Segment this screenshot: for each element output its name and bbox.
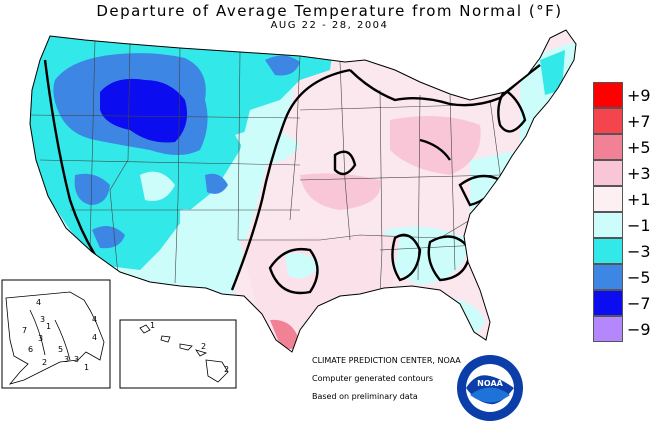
legend-swatch	[593, 160, 623, 186]
legend-row: −3	[593, 238, 659, 264]
credit-line2: Based on preliminary data	[312, 392, 418, 401]
legend-label: +7	[627, 112, 651, 131]
legend-label: −1	[627, 216, 651, 235]
legend-label: +5	[627, 138, 651, 157]
alaska-label: 4	[92, 315, 97, 324]
alaska-label: 3	[74, 355, 79, 364]
hawaii-inset-box	[119, 319, 237, 389]
legend-label: −7	[627, 294, 651, 313]
alaska-label: 3	[40, 315, 45, 324]
legend-swatch	[593, 316, 623, 342]
legend-swatch	[593, 108, 623, 134]
legend-label: −3	[627, 242, 651, 261]
us-outline	[29, 29, 577, 353]
legend-swatch	[593, 186, 623, 212]
hawaii-label: 2	[224, 365, 229, 374]
legend-row: −5	[593, 264, 659, 290]
alaska-contour	[29, 309, 71, 361]
alaska-label: 1	[46, 322, 51, 331]
alaska-labels: 4 4 3 1 7 3 6 5 3 2 3 1 4	[22, 298, 97, 372]
legend-swatch	[593, 134, 623, 160]
map-title: Departure of Average Temperature from No…	[96, 2, 563, 20]
hawaii-islands	[139, 324, 229, 383]
noaa-logo: NOAA	[457, 355, 523, 421]
credit-center: CLIMATE PREDICTION CENTER, NOAA	[312, 356, 461, 365]
alaska-outline	[5, 291, 105, 385]
legend-label: +9	[627, 86, 651, 105]
legend-swatch	[593, 82, 623, 108]
alaska-label: 1	[84, 363, 89, 372]
noaa-logo-text: NOAA	[477, 379, 503, 388]
alaska-label: 4	[92, 333, 97, 342]
legend-label: −9	[627, 320, 651, 339]
legend-row: +9	[593, 82, 659, 108]
legend-row: −1	[593, 212, 659, 238]
alaska-label: 2	[42, 358, 47, 367]
alaska-label: 3	[38, 334, 43, 343]
alaska-label: 3	[64, 355, 69, 364]
legend-row: −9	[593, 316, 659, 342]
legend-label: +1	[627, 190, 651, 209]
hawaii-label: 2	[201, 342, 206, 351]
state-borders	[30, 39, 506, 296]
legend-label: +3	[627, 164, 651, 183]
legend-row: +5	[593, 134, 659, 160]
legend-row: −7	[593, 290, 659, 316]
alaska-label: 5	[58, 345, 63, 354]
legend-swatch	[593, 212, 623, 238]
legend-label: −5	[627, 268, 651, 287]
alaska-label: 4	[36, 298, 41, 307]
alaska-label: 6	[28, 345, 33, 354]
legend-swatch	[593, 290, 623, 316]
legend-swatch	[593, 264, 623, 290]
legend-swatch	[593, 238, 623, 264]
legend-row: +7	[593, 108, 659, 134]
map-subtitle: AUG 22 - 28, 2004	[270, 20, 389, 31]
legend-row: +3	[593, 160, 659, 186]
alaska-label: 7	[22, 326, 27, 335]
hawaii-labels: 1 2 2	[150, 321, 229, 374]
legend: +9 +7 +5 +3 +1 −1 −3 −5 −7 −9	[593, 82, 659, 342]
legend-row: +1	[593, 186, 659, 212]
credit-line1: Computer generated contours	[312, 374, 434, 383]
hawaii-label: 1	[150, 321, 155, 330]
contour-lines	[43, 59, 541, 295]
alaska-inset-box	[1, 279, 111, 389]
